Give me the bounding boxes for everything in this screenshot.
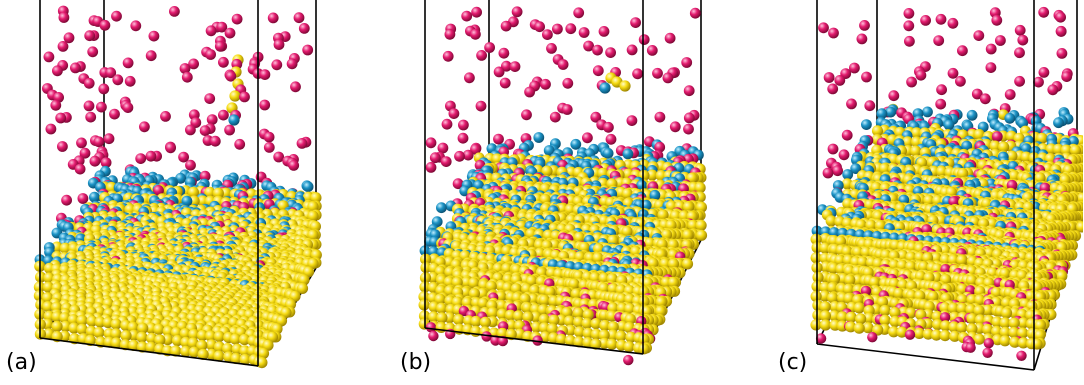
panel-b: (b) bbox=[361, 0, 722, 385]
panel-a: (a) bbox=[0, 0, 361, 385]
simulation-box-c bbox=[810, 0, 1083, 371]
simulation-box-b bbox=[418, 0, 708, 366]
panel-c: (c) bbox=[722, 0, 1083, 385]
panel-label-c: (c) bbox=[778, 350, 808, 375]
simulation-box-a bbox=[33, 0, 322, 369]
panel-label-b: (b) bbox=[400, 350, 432, 375]
panel-label-a: (a) bbox=[6, 350, 37, 375]
